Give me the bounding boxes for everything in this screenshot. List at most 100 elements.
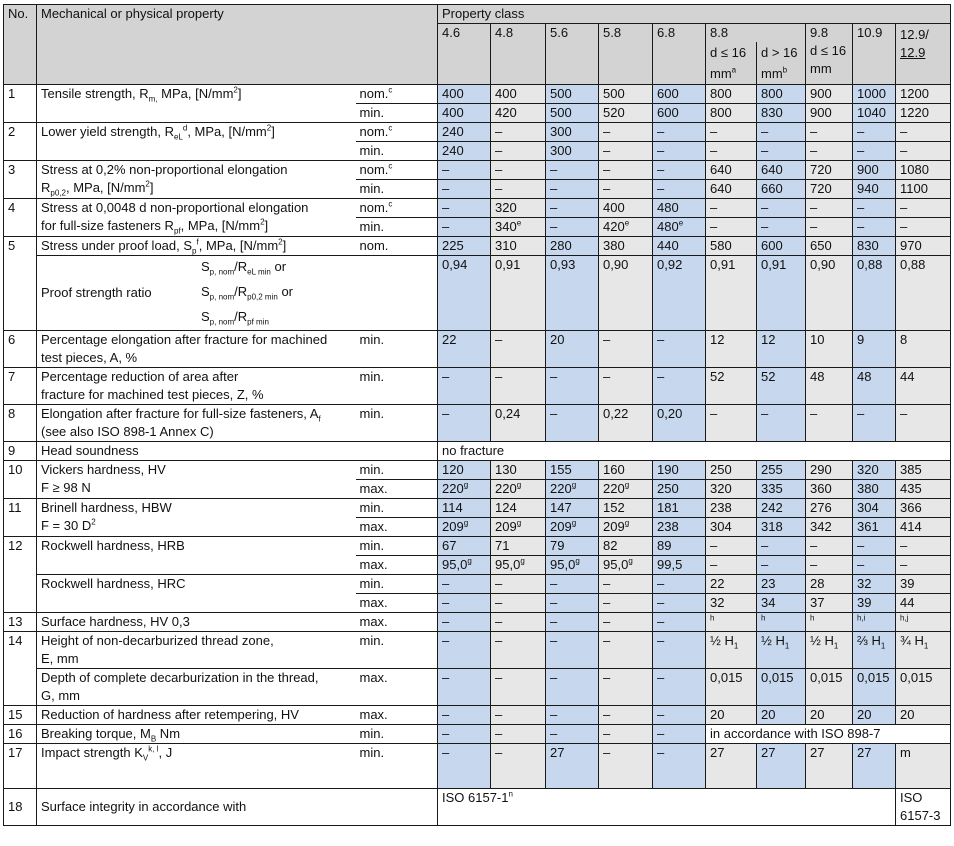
text-segment: , MPa, [N/mm (187, 124, 267, 139)
value-cell: 190 (652, 460, 706, 480)
value-cell: 300 (545, 141, 599, 161)
text-segment: ] (264, 218, 269, 233)
value-cell: 342 (805, 517, 853, 537)
value-cell: 0,94 (437, 255, 491, 331)
value-cell: 1100 (894, 179, 952, 199)
value-cell: 32 (705, 593, 757, 613)
value-cell: 385 (894, 460, 952, 480)
text-segment: pf min (247, 317, 269, 327)
value-cell: 400 (437, 103, 491, 123)
table-row: Rockwell hardness, HRC min. – – – – –22 23 28 32 3… (4, 574, 952, 613)
qualifier: max. (355, 705, 438, 725)
value-cell: – (894, 198, 952, 218)
qualifier: max. (355, 593, 438, 613)
value-cell: – (437, 612, 491, 632)
value-cell: 0,93 (545, 255, 599, 331)
qualifier: max. (355, 612, 438, 632)
ratio-formula: Sp, nom/ReL min or (201, 257, 293, 281)
value-cell: – (705, 404, 757, 442)
value-cell: 39 (852, 593, 896, 613)
class-label: 9.8 (810, 25, 829, 40)
value-cell: – (652, 593, 706, 613)
value-cell: – (705, 536, 757, 556)
value-cell: – (490, 141, 546, 161)
value-cell: 242 (756, 498, 806, 518)
qualifier: nom.c (355, 198, 438, 218)
value-cell: – (545, 612, 599, 632)
value-cell: 0,24 (490, 404, 546, 442)
value-cell: – (545, 217, 599, 237)
text-segment: G, mm (41, 688, 80, 703)
text-segment: Rockwell hardness, HRB (41, 538, 185, 553)
value-cell: 400 (598, 198, 653, 218)
qualifier: min. (355, 574, 438, 594)
value-cell: h,i (852, 612, 896, 632)
value-cell: 22 (437, 330, 491, 368)
row-number: 7 (3, 367, 37, 405)
text-segment: S (201, 308, 210, 324)
value-text: ½ H (710, 633, 734, 648)
footnote-mark: c (388, 85, 393, 95)
value-cell: 440 (652, 236, 706, 256)
value-cell: 0,92 (652, 255, 706, 331)
value-cell: 335 (756, 479, 806, 499)
value-cell: – (598, 743, 653, 789)
qualifier: min. (355, 743, 438, 789)
value-cell: 414 (894, 517, 952, 537)
value-cell: – (437, 404, 491, 442)
value-cell: 276 (805, 498, 853, 518)
value-cell: 209g (598, 517, 653, 537)
text-segment: ] (271, 124, 275, 139)
value-cell: 380 (852, 479, 896, 499)
class-unit: mm (761, 66, 783, 81)
row-number: 1 (3, 84, 37, 123)
text-segment: Surface integrity in accordance with (41, 799, 247, 814)
text-segment: B (150, 734, 157, 744)
value-cell: 240 (437, 122, 491, 142)
row-number: 8 (3, 404, 37, 442)
footnote-mark: g (575, 556, 580, 566)
value-cell: 27 (805, 743, 853, 789)
value-subscript: 1 (784, 641, 790, 651)
text-segment: Reduction of hardness after retempering,… (41, 707, 299, 722)
footnote-mark: g (520, 556, 525, 566)
value-cell: 240 (437, 141, 491, 161)
value-text: 209 (550, 519, 572, 534)
value-cell: – (598, 122, 653, 142)
value-cell: 320 (490, 198, 546, 218)
value-cell: 238 (652, 517, 706, 537)
footnote-mark: g (571, 518, 577, 528)
value-cell: 500 (545, 84, 599, 104)
text-segment: test pieces, A, % (41, 350, 138, 365)
value-cell: 0,015 (805, 668, 853, 706)
value-text: 95,0 (550, 557, 576, 572)
row-number: 11 (3, 498, 37, 537)
value-cell: 800 (756, 84, 806, 104)
ratio-formula: Sp, nom/Rpf min (201, 306, 293, 330)
table-row: 10 Vickers hardness, HV F ≥ 98 N min. 120 130… (3, 460, 952, 499)
value-cell: – (437, 705, 491, 725)
value-cell: 225 (437, 236, 491, 256)
value-cell: 0,88 (852, 255, 896, 331)
text-segment: MPa, [N/mm (157, 86, 234, 101)
value-cell: h,j (894, 612, 952, 632)
value-text: ⅔ H (857, 633, 881, 648)
property-label: Depth of complete decarburization in the… (36, 668, 356, 706)
qualifier-text: min. (359, 143, 385, 158)
text-segment: 2 (260, 217, 265, 227)
row-number: 6 (3, 330, 37, 368)
value-text: ½ H (810, 633, 834, 648)
qualifier-text: min. (359, 105, 385, 120)
footnote-mark: a (731, 65, 737, 75)
text-segment: 2 (266, 123, 272, 133)
qualifier: max. (355, 517, 438, 537)
value-text: 95,0 (495, 557, 521, 572)
value-cell: h (756, 612, 806, 632)
value-cell: – (652, 631, 706, 669)
text-segment: F = 30 D (41, 518, 92, 533)
property-label: Percentage elongation after fracture for… (36, 330, 356, 368)
qualifier: min. (355, 724, 438, 744)
value-cell: – (652, 367, 706, 405)
row-number: 18 (3, 788, 37, 826)
qualifier-text: max. (359, 519, 388, 534)
